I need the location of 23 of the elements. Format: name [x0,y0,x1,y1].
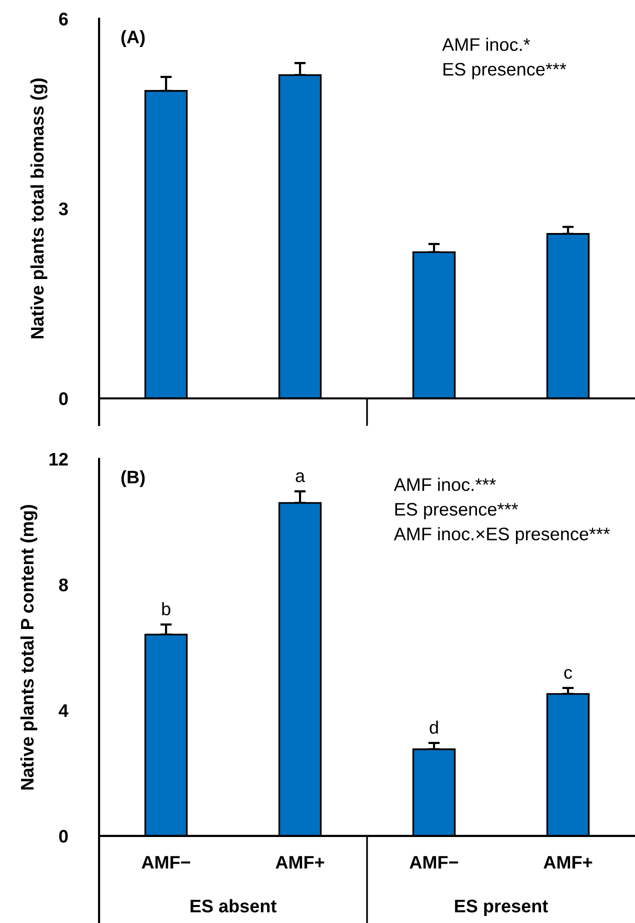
y-tick-label: 12 [50,452,68,466]
text: ES present [455,900,548,916]
y-tick-label: 8 [59,578,68,592]
data-label: a [296,472,306,482]
data-label: b [162,602,170,616]
text: ES absent [190,899,276,912]
x-tick-label: AMF− [142,856,190,868]
data-label: c [564,668,572,679]
y-axis-title: Native plants total biomass (g) [30,78,48,338]
data-label: d [430,720,438,734]
y-tick-label: 3 [58,202,68,216]
annotation: (B) [121,470,145,488]
y-axis-title: Native plants total P content (mg) [20,505,38,790]
x-tick-label: AMF+ [544,856,592,868]
annotation: (A) [121,30,145,47]
annotation: AMF inoc.* ES presence*** [442,38,566,80]
x-tick-label: AMF+ [276,856,324,868]
y-tick-label: 0 [59,830,68,843]
text: AMF inoc.*** ES presence*** AMF inoc.×ES presence*** [394,478,610,544]
y-tick-label: 0 [59,392,68,406]
y-tick-label: 4 [58,704,68,717]
y-tick-label: 6 [59,12,68,26]
x-tick-label: AMF− [410,856,458,868]
